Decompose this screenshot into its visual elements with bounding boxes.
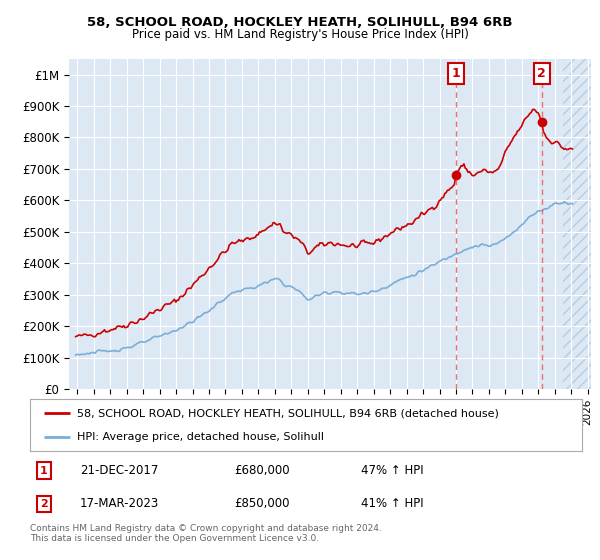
Text: 17-MAR-2023: 17-MAR-2023 [80,497,159,510]
Text: £680,000: £680,000 [234,464,290,477]
Text: 58, SCHOOL ROAD, HOCKLEY HEATH, SOLIHULL, B94 6RB: 58, SCHOOL ROAD, HOCKLEY HEATH, SOLIHULL… [87,16,513,29]
Text: 58, SCHOOL ROAD, HOCKLEY HEATH, SOLIHULL, B94 6RB (detached house): 58, SCHOOL ROAD, HOCKLEY HEATH, SOLIHULL… [77,408,499,418]
Text: 41% ↑ HPI: 41% ↑ HPI [361,497,424,510]
Text: 1: 1 [452,67,460,80]
Text: £850,000: £850,000 [234,497,290,510]
Bar [563,59,591,389]
Text: 2: 2 [538,67,546,80]
Text: 1: 1 [40,465,47,475]
Text: 2: 2 [40,499,47,509]
Text: 21-DEC-2017: 21-DEC-2017 [80,464,158,477]
Text: Contains HM Land Registry data © Crown copyright and database right 2024.
This d: Contains HM Land Registry data © Crown c… [30,524,382,543]
Text: Price paid vs. HM Land Registry's House Price Index (HPI): Price paid vs. HM Land Registry's House … [131,28,469,41]
Text: HPI: Average price, detached house, Solihull: HPI: Average price, detached house, Soli… [77,432,324,442]
Text: 47% ↑ HPI: 47% ↑ HPI [361,464,424,477]
